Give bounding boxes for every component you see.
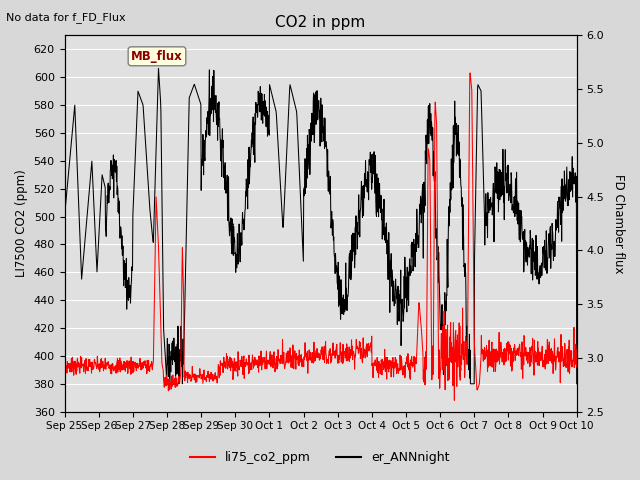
Y-axis label: LI7500 CO2 (ppm): LI7500 CO2 (ppm)	[15, 169, 28, 277]
Text: MB_flux: MB_flux	[131, 50, 183, 63]
Text: No data for f_FD_Flux: No data for f_FD_Flux	[6, 12, 126, 23]
Legend: li75_co2_ppm, er_ANNnight: li75_co2_ppm, er_ANNnight	[186, 446, 454, 469]
Y-axis label: FD Chamber flux: FD Chamber flux	[612, 174, 625, 273]
Title: CO2 in ppm: CO2 in ppm	[275, 15, 365, 30]
